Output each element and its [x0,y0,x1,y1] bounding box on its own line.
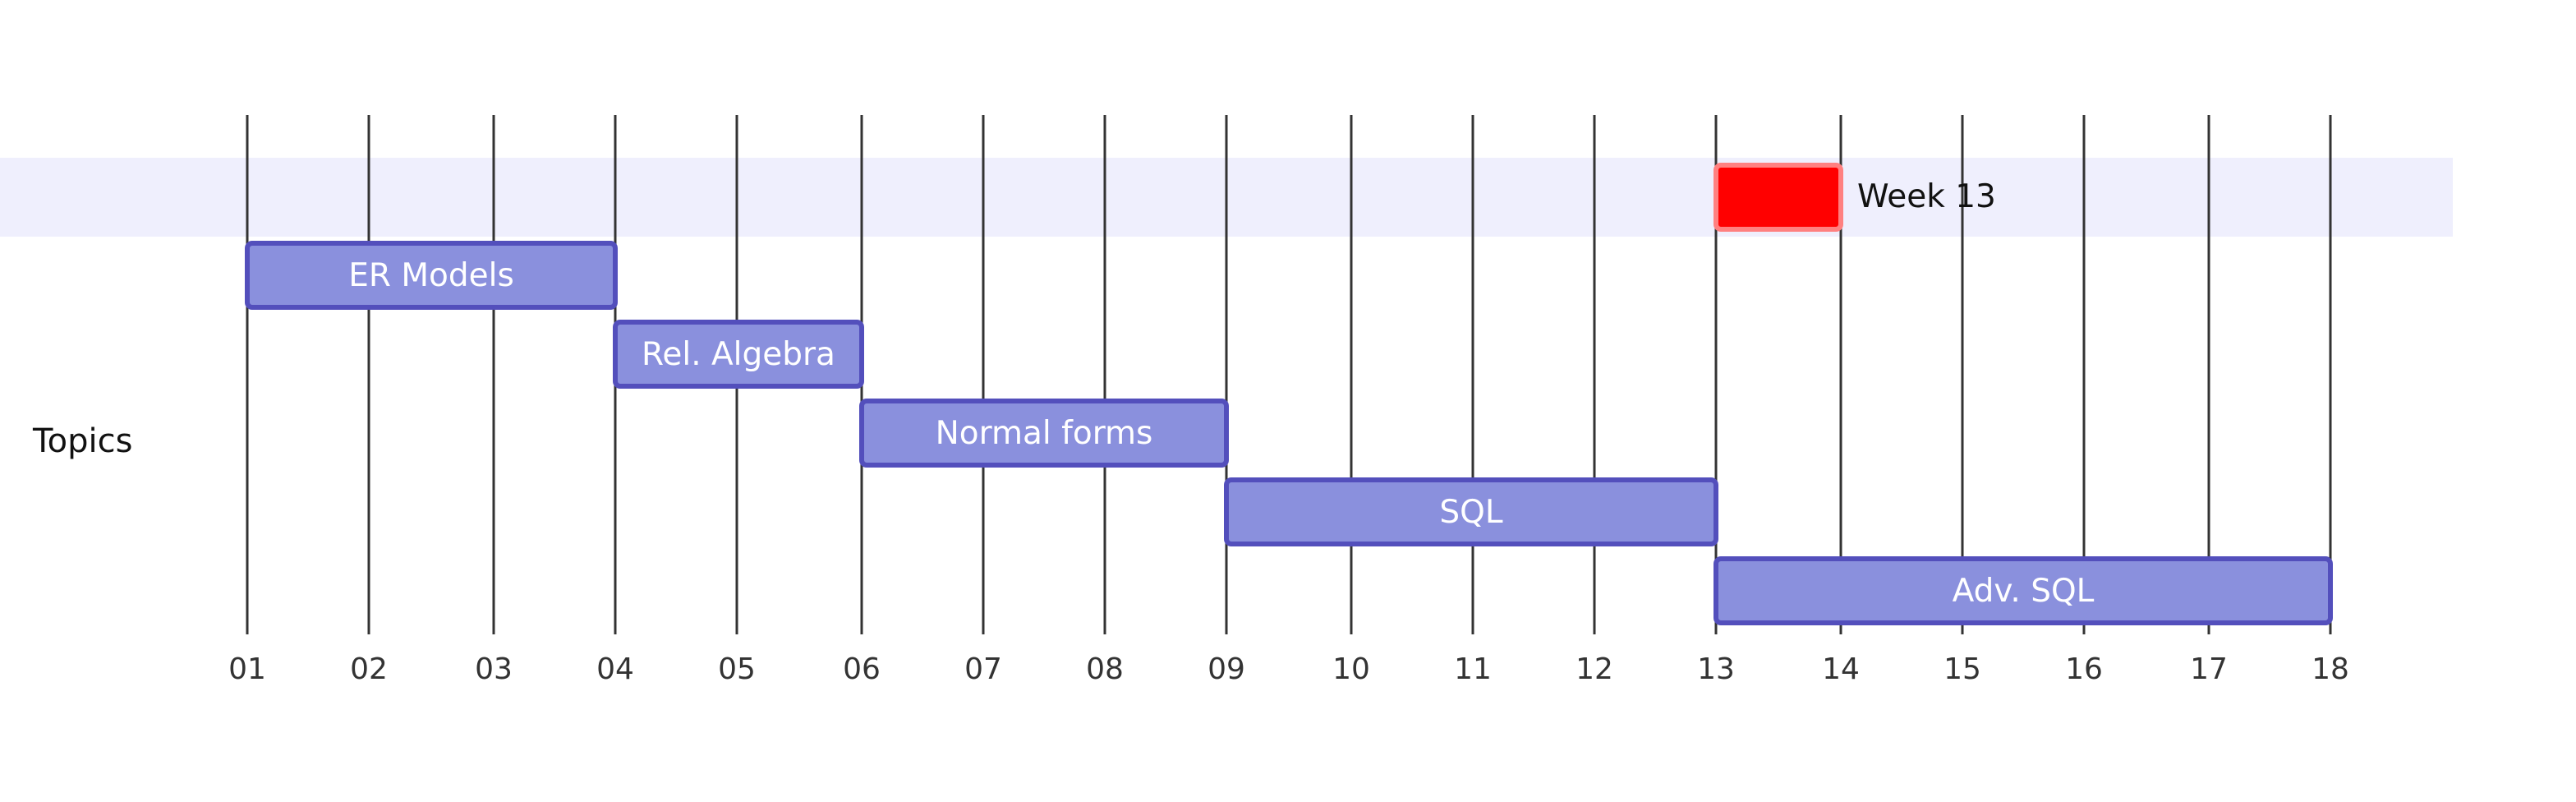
milestone-label: Week 13 [1857,178,1996,215]
task-bar-er-models [245,241,618,310]
tick-label-12: 12 [1576,652,1613,686]
milestones: Week 13 [1714,163,1996,232]
task-bar-rel-algebra [613,320,864,389]
tick-label-06: 06 [843,652,881,686]
task-label-normal-forms: Normal forms [936,415,1153,452]
tick-label-18: 18 [2312,652,2349,686]
tick-label-09: 09 [1208,652,1245,686]
grid-lines [246,115,2332,634]
tick-label-05: 05 [718,652,756,686]
x-axis-ticks: 01 02 03 04 05 06 07 08 09 10 11 12 13 14 15 16 17 18 [228,652,2349,686]
tick-label-16: 16 [2065,652,2103,686]
task-bar-sql [1224,477,1718,546]
tick-label-14: 14 [1822,652,1860,686]
task-bar-normal-forms [859,399,1229,468]
tick-label-13: 13 [1697,652,1735,686]
tick-label-02: 02 [350,652,388,686]
tick-label-08: 08 [1086,652,1124,686]
tick-label-10: 10 [1332,652,1370,686]
task-label-sql: SQL [1439,494,1502,531]
task-label-adv-sql: Adv. SQL [1953,573,2095,610]
tick-label-01: 01 [228,652,266,686]
milestone-bar [1714,163,1843,232]
task-bar-adv-sql [1714,556,2333,625]
tick-label-03: 03 [475,652,513,686]
tick-label-11: 11 [1454,652,1492,686]
task-label-rel-algebra: Rel. Algebra [642,336,835,373]
task-label-er-models: ER Models [348,257,514,294]
tick-label-15: 15 [1944,652,1981,686]
section-title: Topics [32,422,132,460]
tick-label-04: 04 [596,652,634,686]
task-bars: ER Models Rel. Algebra Normal forms SQL Adv.… [245,241,2333,625]
tick-label-07: 07 [964,652,1002,686]
tick-label-17: 17 [2190,652,2228,686]
